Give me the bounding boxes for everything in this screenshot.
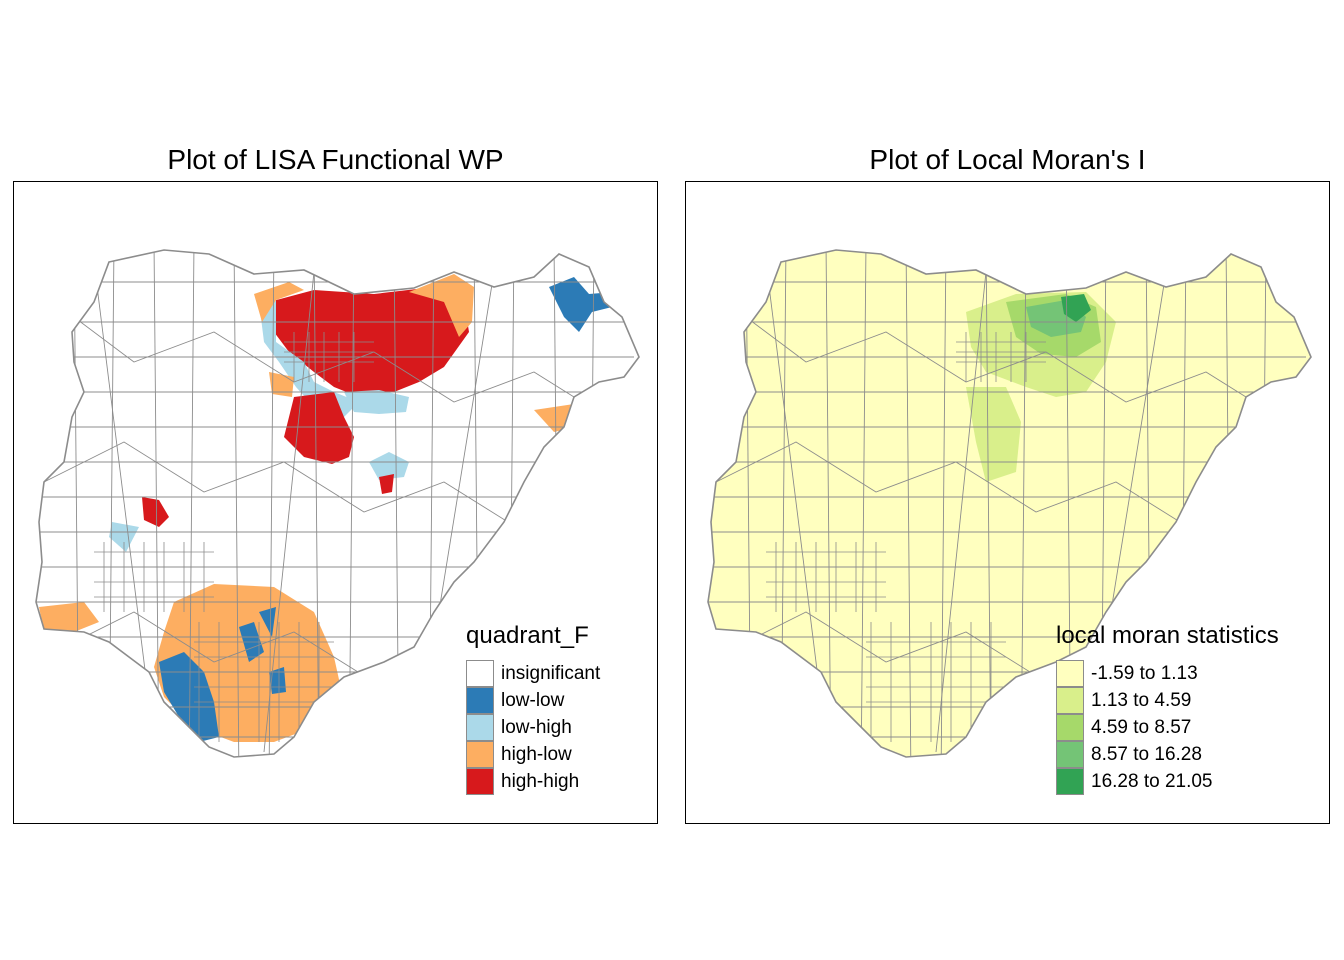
lisa-legend: quadrant_F insignificant low-low low-hig… bbox=[466, 622, 600, 795]
legend-label: -1.59 to 1.13 bbox=[1091, 662, 1198, 684]
legend-label: 8.57 to 16.28 bbox=[1091, 743, 1202, 765]
legend-swatch bbox=[466, 768, 494, 795]
legend-label: high-low bbox=[501, 743, 572, 765]
legend-swatch bbox=[1056, 714, 1084, 741]
legend-item-insignificant: insignificant bbox=[466, 660, 600, 687]
lga-boundaries-dense-n bbox=[956, 332, 1046, 382]
legend-swatch bbox=[1056, 687, 1084, 714]
lisa-clusters bbox=[36, 250, 634, 757]
class-1-13-to-4-59-central bbox=[966, 387, 1021, 482]
lga-boundaries-dense-sw bbox=[766, 542, 1006, 742]
legend-item-class-4: 8.57 to 16.28 bbox=[1056, 741, 1279, 768]
legend-item-class-3: 4.59 to 8.57 bbox=[1056, 714, 1279, 741]
legend-label: 16.28 to 21.05 bbox=[1091, 770, 1213, 792]
cluster-high-high-west bbox=[142, 497, 169, 527]
cluster-low-high-center bbox=[344, 390, 409, 414]
legend-swatch bbox=[466, 687, 494, 714]
legend-item-class-1: -1.59 to 1.13 bbox=[1056, 660, 1279, 687]
cluster-low-high-east bbox=[369, 452, 409, 480]
legend-item-high-high: high-high bbox=[466, 768, 600, 795]
lisa-legend-title: quadrant_F bbox=[466, 622, 589, 649]
legend-item-class-5: 16.28 to 21.05 bbox=[1056, 768, 1279, 795]
class-16-28-to-21-05 bbox=[1061, 294, 1091, 322]
lisa-map bbox=[35, 249, 640, 758]
legend-label: low-low bbox=[501, 689, 565, 711]
cluster-high-low-north-west bbox=[254, 282, 304, 322]
cluster-low-low-south-2 bbox=[259, 607, 276, 637]
legend-label: high-high bbox=[501, 770, 580, 792]
legend-item-class-2: 1.13 to 4.59 bbox=[1056, 687, 1279, 714]
left-map-title: Plot of LISA Functional WP bbox=[167, 144, 504, 175]
lisa-map-panel: quadrant_F insignificant low-low low-hig… bbox=[13, 181, 658, 824]
legend-label: insignificant bbox=[501, 662, 601, 684]
moran-legend-title: local moran statistics bbox=[1056, 622, 1279, 649]
cluster-high-high-central bbox=[284, 392, 354, 464]
moran-legend: local moran statistics -1.59 to 1.13 1.1… bbox=[1056, 622, 1279, 795]
cluster-high-low-southwest bbox=[39, 602, 99, 632]
legend-item-low-low: low-low bbox=[466, 687, 600, 714]
cluster-low-high-west bbox=[109, 522, 139, 552]
legend-swatch bbox=[466, 660, 494, 687]
cluster-high-high-small bbox=[379, 474, 394, 494]
legend-swatch bbox=[466, 741, 494, 768]
lga-boundaries-dense-n bbox=[284, 332, 374, 382]
lga-boundaries bbox=[36, 250, 634, 757]
local-moran-map-panel: local moran statistics -1.59 to 1.13 1.1… bbox=[685, 181, 1330, 824]
legend-swatch bbox=[1056, 741, 1084, 768]
right-map-title: Plot of Local Moran's I bbox=[869, 144, 1146, 175]
legend-swatch bbox=[1056, 768, 1084, 795]
moran-classes bbox=[708, 250, 1306, 757]
legend-item-low-high: low-high bbox=[466, 714, 600, 741]
legend-swatch bbox=[1056, 660, 1084, 687]
legend-label: 1.13 to 4.59 bbox=[1091, 689, 1192, 711]
cluster-low-low-northeast bbox=[549, 277, 614, 332]
cluster-high-low-north-east bbox=[409, 274, 474, 337]
legend-label: low-high bbox=[501, 716, 572, 738]
cluster-low-low-southwest bbox=[159, 652, 219, 742]
lga-boundaries-dense-sw bbox=[94, 542, 334, 742]
legend-item-high-low: high-low bbox=[466, 741, 600, 768]
local-moran-map bbox=[707, 249, 1312, 758]
legend-label: 4.59 to 8.57 bbox=[1091, 716, 1192, 738]
legend-swatch bbox=[466, 714, 494, 741]
